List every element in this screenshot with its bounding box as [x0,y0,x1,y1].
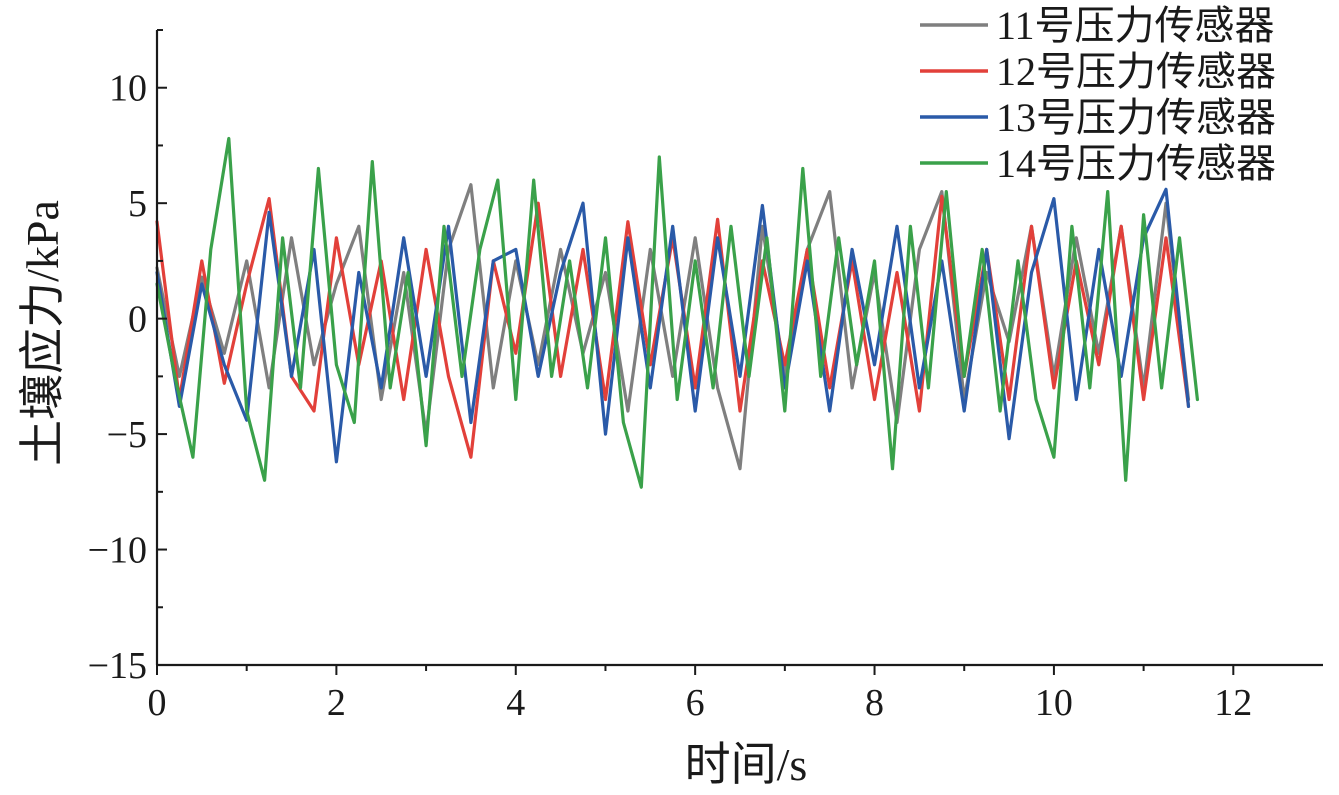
legend-label-3: 13号压力传感器 [996,95,1276,140]
y-tick-label: −5 [107,414,147,456]
series-line-3 [155,187,1191,464]
y-axis-title: 土壤应力/kPa [17,200,68,466]
axes [155,30,1323,667]
legend-label-4: 14号压力传感器 [996,141,1276,186]
y-tick-label: 10 [109,68,147,110]
y-tick-label: 0 [128,299,147,341]
x-tick-label: 4 [506,682,525,724]
y-ticks: −15 −10 −5 0 5 10 [88,29,167,687]
legend-label-2: 12号压力传感器 [996,49,1276,94]
x-tick-label: 10 [1035,682,1073,724]
x-tick-label: 0 [148,682,167,724]
x-axis-title: 时间/s [685,739,808,790]
x-tick-label: 12 [1214,682,1252,724]
x-tick-label: 8 [865,682,884,724]
y-tick-label: 5 [128,183,147,225]
x-tick-label: 6 [686,682,705,724]
y-tick-label: −15 [88,645,147,687]
series-line-1 [155,183,1191,471]
y-tick-label: −10 [88,530,147,572]
x-ticks: 0 2 4 6 8 10 12 [148,665,1252,724]
series-line-4 [155,136,1200,489]
x-tick-label: 2 [327,682,346,724]
series-layer [155,136,1200,489]
legend-label-1: 11号压力传感器 [996,3,1275,48]
